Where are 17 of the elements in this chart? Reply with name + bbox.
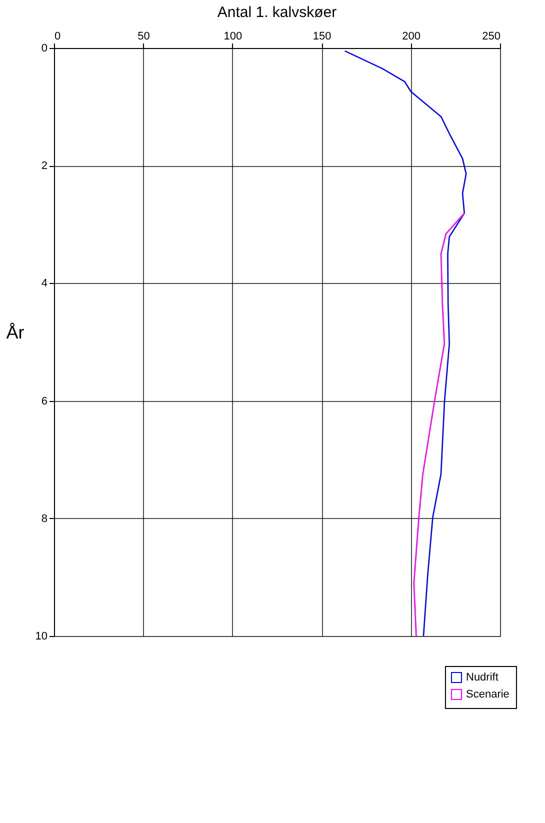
y-axis-title: År xyxy=(6,322,24,342)
x-tick-label: 250 xyxy=(482,30,500,42)
y-tick-label: 4 xyxy=(41,278,48,290)
y-tick-label: 6 xyxy=(41,395,48,408)
y-tick-label: 2 xyxy=(41,160,48,172)
legend-label: Nudrift xyxy=(466,672,498,684)
chart-title: Antal 1. kalvskøer xyxy=(217,4,337,21)
legend-label: Scenarie xyxy=(466,688,510,700)
x-tick-label: 200 xyxy=(402,30,420,42)
x-tick-label: 100 xyxy=(224,30,242,42)
x-tick-label: 150 xyxy=(312,30,332,42)
line-series xyxy=(413,212,465,637)
x-tick-label: 50 xyxy=(138,30,150,42)
y-tick-label: 8 xyxy=(41,512,48,525)
y-tick-label: 10 xyxy=(35,630,48,642)
y-tick-label: 0 xyxy=(41,42,48,54)
x-tick-label: 0 xyxy=(54,30,61,42)
